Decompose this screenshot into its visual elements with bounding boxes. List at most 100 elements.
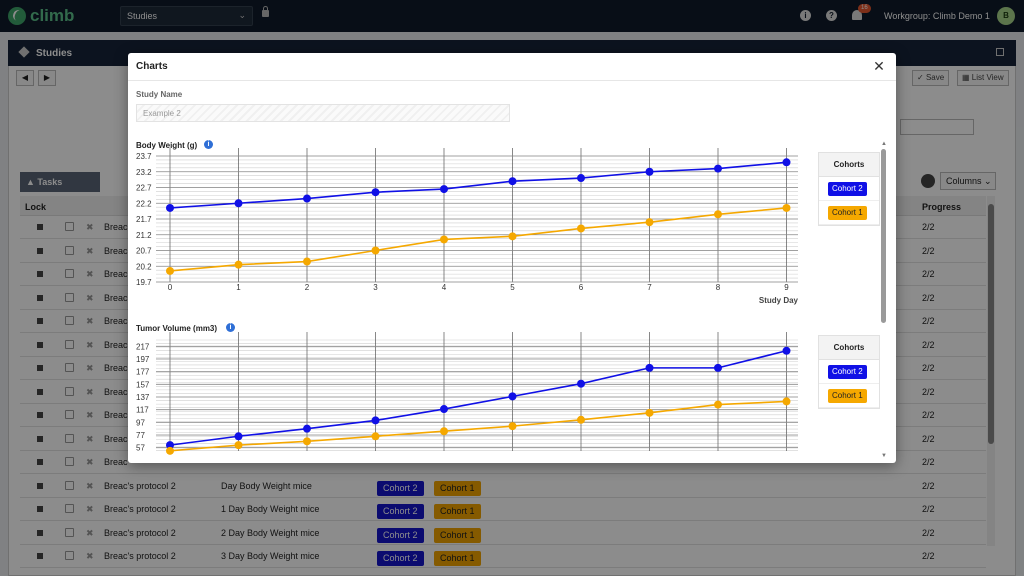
lock-icon[interactable]	[37, 506, 43, 512]
cohort-chip[interactable]: Cohort 1	[434, 504, 481, 519]
delete-icon[interactable]: ✖	[86, 245, 94, 256]
lock-icon[interactable]	[37, 271, 43, 277]
row-checkbox[interactable]	[65, 269, 74, 278]
bell-icon[interactable]	[852, 10, 862, 20]
data-point	[645, 363, 654, 372]
avatar[interactable]: B	[997, 7, 1015, 25]
delete-icon[interactable]: ✖	[86, 410, 94, 420]
delete-icon[interactable]: ✖	[86, 527, 94, 538]
study-select[interactable]: Studies ⌄	[120, 6, 253, 26]
row-checkbox[interactable]	[65, 527, 74, 537]
lock-icon[interactable]	[37, 412, 43, 418]
grid-scrollbar-thumb[interactable]	[988, 204, 994, 444]
protocol-cell: Breac	[104, 386, 128, 397]
row-checkbox[interactable]	[65, 292, 74, 302]
row-checkbox[interactable]	[65, 433, 74, 443]
tasks-header[interactable]: ▲ Tasks	[20, 172, 100, 192]
workgroup-label[interactable]: Workgroup: Climb Demo 1	[884, 11, 990, 21]
close-icon[interactable]: ✕	[873, 58, 885, 74]
table-row[interactable]: ✖ Breac's protocol 2 Day Body Weight mice C…	[20, 474, 986, 498]
search-input[interactable]	[900, 119, 974, 135]
delete-icon[interactable]: ✖	[86, 316, 94, 326]
table-row[interactable]: ✖ Breac's protocol 2 2 Day Body Weight mic…	[20, 521, 986, 545]
lock-icon[interactable]	[37, 294, 43, 301]
info-icon[interactable]: i	[226, 323, 235, 332]
grid-scrollbar[interactable]	[987, 196, 995, 546]
modal-scrollbar-thumb[interactable]	[881, 149, 886, 323]
delete-icon[interactable]: ✖	[86, 480, 94, 491]
lock-icon[interactable]	[37, 529, 43, 536]
legend-item[interactable]: Cohort 2	[819, 177, 879, 201]
y-tick-label: 77	[136, 431, 145, 440]
cohort-chip[interactable]: Cohort 2	[377, 527, 424, 543]
legend-item[interactable]: Cohort 1	[819, 201, 879, 225]
lock-icon[interactable]	[37, 553, 43, 559]
lock-icon[interactable]	[37, 482, 43, 489]
cohort-chip[interactable]: Cohort 2	[377, 551, 424, 566]
y-tick-label: 97	[136, 418, 145, 427]
modal-scrollbar[interactable]: ▲ ▼	[880, 141, 888, 459]
lock-icon[interactable]	[37, 247, 43, 254]
lock-icon[interactable]	[37, 459, 43, 465]
info-icon[interactable]: i	[204, 140, 213, 149]
row-checkbox[interactable]	[65, 363, 74, 372]
settings-icon[interactable]	[921, 174, 935, 188]
legend-chip-cohort-1[interactable]: Cohort 1	[828, 389, 867, 403]
cohort-chip[interactable]: Cohort 1	[434, 480, 481, 496]
help-icon[interactable]: ?	[826, 10, 837, 21]
row-checkbox[interactable]	[65, 410, 74, 419]
delete-icon[interactable]: ✖	[86, 433, 94, 444]
delete-icon[interactable]: ✖	[86, 292, 94, 303]
delete-icon[interactable]: ✖	[86, 269, 94, 279]
delete-icon[interactable]: ✖	[86, 363, 94, 373]
delete-icon[interactable]: ✖	[86, 386, 94, 397]
row-checkbox[interactable]	[65, 245, 74, 255]
delete-icon[interactable]: ✖	[86, 457, 94, 467]
lock-icon[interactable]	[37, 318, 43, 324]
delete-icon[interactable]: ✖	[86, 339, 94, 350]
lock-icon[interactable]	[37, 388, 43, 395]
table-row[interactable]: ✖ Breac's protocol 2 3 Day Body Weight mic…	[20, 545, 986, 568]
row-checkbox[interactable]	[65, 339, 74, 349]
climb-logo[interactable]: climb	[8, 6, 74, 26]
row-checkbox[interactable]	[65, 316, 74, 325]
table-row[interactable]: ✖ Breac's protocol 2 1 Day Body Weight mic…	[20, 498, 986, 521]
legend-chip-cohort-1[interactable]: Cohort 1	[828, 206, 867, 220]
progress-column-header[interactable]: Progress	[922, 202, 962, 212]
lock-icon[interactable]	[37, 224, 43, 230]
lock-icon[interactable]	[37, 341, 43, 348]
legend-item[interactable]: Cohort 1	[819, 384, 879, 408]
lock-icon[interactable]	[262, 6, 269, 17]
legend-chip-cohort-2[interactable]: Cohort 2	[828, 182, 867, 196]
columns-button[interactable]: Columns ⌄	[940, 172, 996, 190]
scroll-down-icon[interactable]: ▼	[881, 453, 887, 459]
next-button[interactable]: ▶	[38, 70, 56, 86]
row-checkbox[interactable]	[65, 480, 74, 490]
legend-item[interactable]: Cohort 2	[819, 360, 879, 384]
lock-column-header[interactable]: Lock	[25, 202, 47, 212]
row-checkbox[interactable]	[65, 504, 74, 513]
row-checkbox[interactable]	[65, 457, 74, 466]
delete-icon[interactable]: ✖	[86, 504, 94, 514]
row-checkbox[interactable]	[65, 386, 74, 396]
info-icon[interactable]: i	[800, 10, 811, 21]
delete-icon[interactable]: ✖	[86, 551, 94, 561]
cohort-chip[interactable]: Cohort 1	[434, 527, 481, 543]
delete-icon[interactable]: ✖	[86, 222, 94, 232]
lock-icon[interactable]	[37, 435, 43, 442]
row-checkbox[interactable]	[65, 222, 74, 231]
cohort-chip[interactable]: Cohort 2	[377, 480, 424, 496]
save-button[interactable]: ✓ Save	[912, 70, 950, 86]
cohort-chip[interactable]: Cohort 1	[434, 551, 481, 566]
save-label: Save	[925, 73, 945, 82]
row-checkbox[interactable]	[65, 551, 74, 560]
lock-icon[interactable]	[37, 365, 43, 371]
expand-icon[interactable]	[996, 48, 1004, 56]
data-point	[577, 379, 585, 388]
scroll-up-icon[interactable]: ▲	[881, 141, 887, 147]
list-view-button[interactable]: ▦ List View	[957, 70, 1009, 86]
previous-button[interactable]: ◀	[16, 70, 34, 86]
legend-chip-cohort-2[interactable]: Cohort 2	[828, 365, 867, 379]
cohort-chip[interactable]: Cohort 2	[377, 504, 424, 519]
charts-canvas: 19.7 20.2 20.7 21.2 21.7 22.2 22.7 23.2 23.7 0 1 2 3…	[136, 148, 799, 455]
